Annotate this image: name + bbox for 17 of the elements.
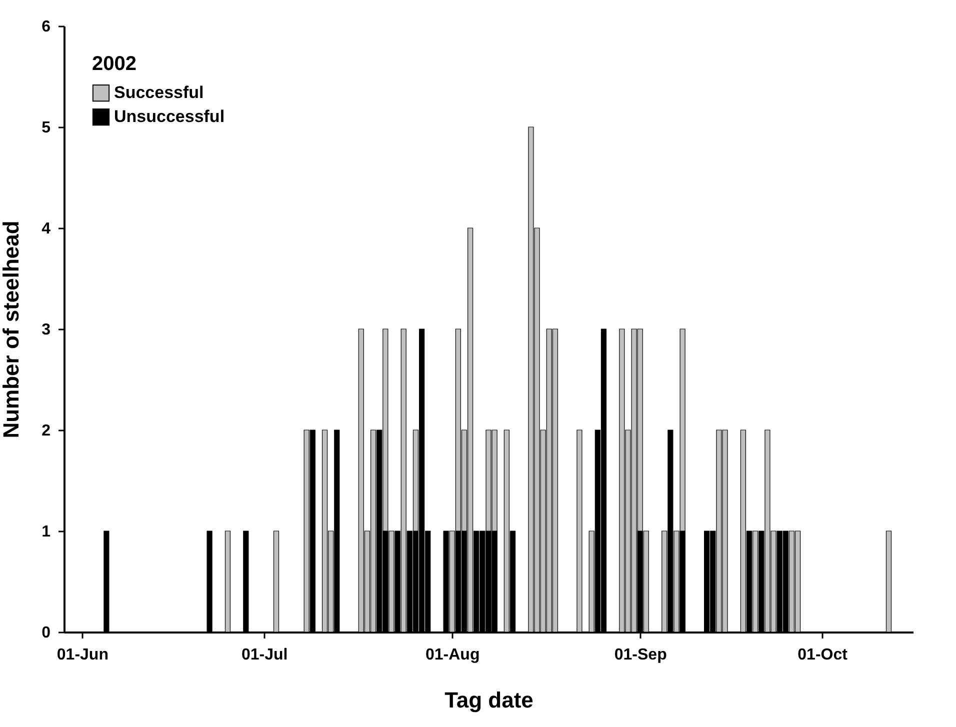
y-tick-label: 6 — [42, 18, 51, 36]
y-tick-label: 0 — [42, 624, 51, 642]
legend-title: 2002 — [92, 53, 136, 75]
y-tick-label: 1 — [42, 524, 51, 540]
x-tick-label: 01-Jun — [56, 646, 108, 664]
y-axis-title: Number of steelhead — [0, 220, 24, 438]
y-tick-label: 5 — [42, 120, 51, 136]
y-tick-label: 4 — [42, 220, 51, 238]
legend-label: Successful — [114, 83, 204, 102]
x-tick-label: 01-Oct — [798, 646, 848, 664]
y-tick-label: 3 — [42, 322, 51, 338]
legend-label: Unsuccessful — [114, 107, 225, 126]
x-tick-label: 01-Sep — [614, 646, 668, 664]
y-tick-label: 2 — [42, 422, 51, 440]
x-tick-label: 01-Aug — [425, 646, 480, 664]
x-axis-title: Tag date — [444, 688, 534, 712]
x-tick-label: 01-Jul — [241, 646, 288, 664]
